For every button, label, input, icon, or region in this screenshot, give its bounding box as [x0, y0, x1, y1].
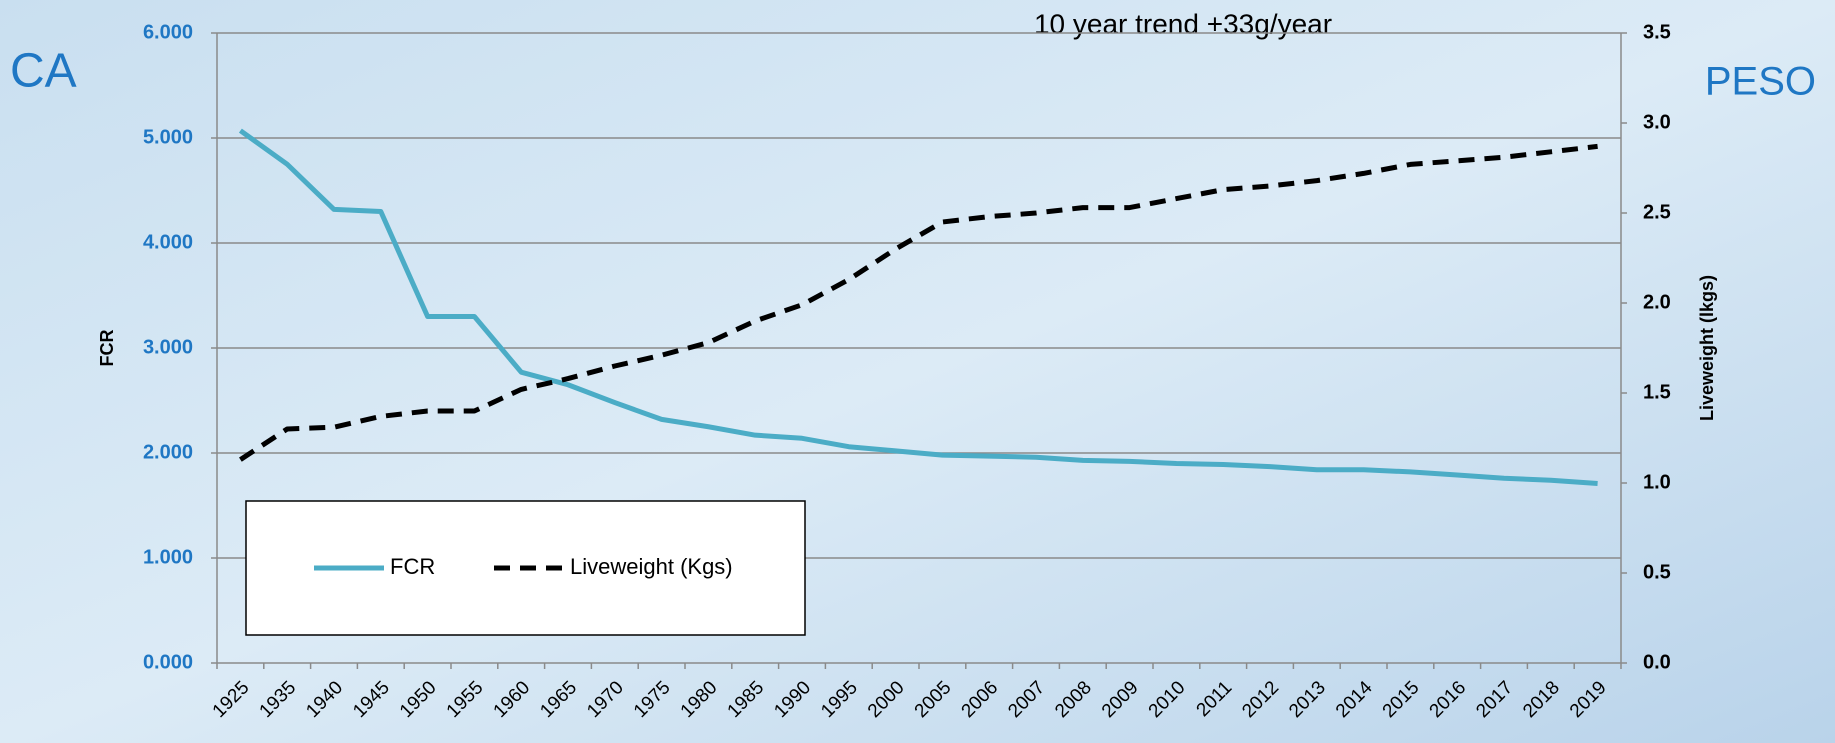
y-axis-label: FCR	[97, 330, 117, 367]
y2-tick-label: 2.0	[1643, 291, 1671, 313]
series-line	[239, 143, 1598, 462]
y-tick-label: 1.000	[143, 546, 193, 568]
y-tick-label: 5.000	[143, 126, 193, 148]
left-label: CA	[10, 45, 77, 98]
series-line	[238, 128, 1598, 486]
legend-label: Liveweight (Kgs)	[570, 554, 733, 579]
y2-tick-label: 3.0	[1643, 111, 1671, 133]
y2-tick-label: 3.5	[1643, 21, 1671, 43]
y2-tick-label: 1.0	[1643, 471, 1671, 493]
y-tick-label: 2.000	[143, 441, 193, 463]
y2-tick-label: 1.5	[1643, 381, 1671, 403]
y2-tick-label: 0.5	[1643, 561, 1671, 583]
y-tick-label: 4.000	[143, 231, 193, 253]
legend-label: FCR	[390, 554, 435, 579]
y-tick-label: 6.000	[143, 21, 193, 43]
y2-tick-label: 0.0	[1643, 651, 1671, 673]
y2-axis-label: Liveweight (lkgs)	[1697, 275, 1717, 421]
y-tick-label: 3.000	[143, 336, 193, 358]
right-label: PESO	[1705, 60, 1816, 104]
y-tick-label: 0.000	[143, 651, 193, 673]
annotation: 10 year trend +33g/year	[1034, 8, 1332, 39]
y2-tick-label: 2.5	[1643, 201, 1671, 223]
